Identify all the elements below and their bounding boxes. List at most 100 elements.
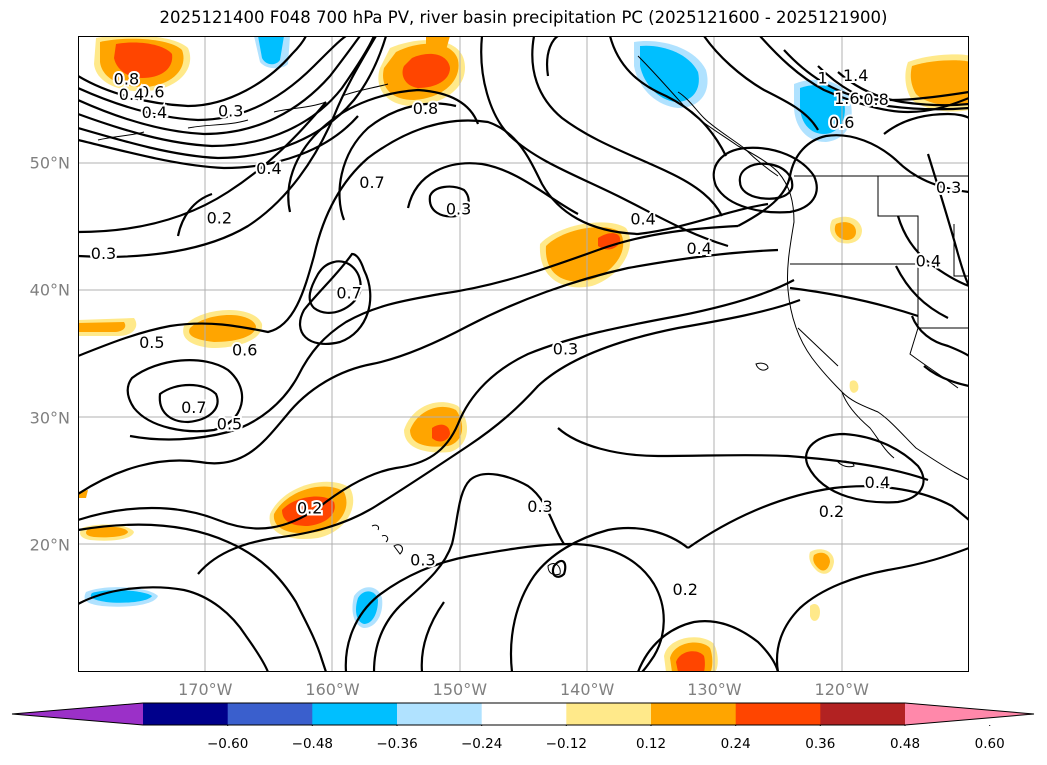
pv-contour xyxy=(712,146,818,214)
pv-contour xyxy=(703,36,819,131)
pv-contour xyxy=(910,315,969,357)
pv-contour xyxy=(775,546,969,672)
precip-blob xyxy=(86,526,128,538)
contour-label: 0.3 xyxy=(410,551,435,570)
contour-label: 0.5 xyxy=(139,333,164,352)
colorbar-cell xyxy=(735,703,821,725)
colorbar-outline xyxy=(11,702,1035,726)
state-border xyxy=(909,327,959,389)
colorbar-tick-label: −0.12 xyxy=(545,736,588,752)
pv-contour xyxy=(531,36,723,217)
colorbar-extend-high xyxy=(905,703,1034,725)
contour-label: 0.2 xyxy=(672,580,697,599)
pv-contour xyxy=(158,384,219,424)
pv-contour xyxy=(883,112,969,135)
lon-label: 140°W xyxy=(559,680,615,699)
colorbar-tick-label: 0.48 xyxy=(889,736,921,752)
colorbar-cell xyxy=(481,703,567,725)
contour-label: 1.6 xyxy=(834,89,859,108)
pv-contour xyxy=(406,162,579,215)
north-america-coast xyxy=(637,55,969,481)
pv-contour xyxy=(923,365,969,388)
pv-contour xyxy=(287,88,480,213)
contour-label: 0.4 xyxy=(256,159,281,178)
contour-label: 0.3 xyxy=(527,497,552,516)
contour-label: 0.3 xyxy=(446,200,471,219)
contour-label: 0.4 xyxy=(119,85,144,104)
precip-blob xyxy=(258,36,284,65)
pv-contour xyxy=(78,119,769,358)
map-gridlines xyxy=(78,36,969,672)
baja-coast xyxy=(841,391,895,459)
map-canvas: 0.80.60.40.4 0.30.40.20.30.80.70.30.40.40… xyxy=(78,36,969,672)
pv-contour xyxy=(338,102,457,221)
colorbar-cell xyxy=(227,703,313,725)
contour-label: 1.4 xyxy=(843,66,868,85)
pv-contour xyxy=(78,36,377,258)
lon-label: 150°W xyxy=(432,680,488,699)
lon-label: 170°W xyxy=(178,680,233,699)
pv-contour xyxy=(895,265,949,319)
precip-blob xyxy=(78,322,126,332)
pv-contour xyxy=(546,36,559,77)
precip-blob xyxy=(813,552,830,571)
colorbar-cell xyxy=(312,703,398,725)
contour-label: 0.4 xyxy=(142,103,167,122)
state-border xyxy=(877,176,919,264)
contour-label: 0.8 xyxy=(863,90,888,109)
colorbar-cell xyxy=(143,703,229,725)
colorbar-tick-label: 0.60 xyxy=(974,736,1005,752)
precip-blob xyxy=(834,222,856,240)
precip-blob xyxy=(426,36,450,53)
contour-label: 0.3 xyxy=(91,244,116,263)
colorbar-tick-label: −0.24 xyxy=(460,736,503,752)
lat-label: 40°N xyxy=(29,280,70,300)
coastlines xyxy=(97,55,969,576)
pv-contour xyxy=(551,559,567,578)
lon-label: 120°W xyxy=(814,680,869,699)
state-border xyxy=(790,263,969,329)
pv-contour xyxy=(428,185,470,218)
contour-label: 0.4 xyxy=(686,239,711,258)
contour-label: 0.7 xyxy=(181,398,206,417)
contour-label: 0.7 xyxy=(359,173,384,192)
pv-contour xyxy=(176,192,213,237)
colorbar-cells xyxy=(11,702,1035,726)
pv-contour xyxy=(78,248,779,495)
lon-label: 130°W xyxy=(687,680,742,699)
contour-label: 0.5 xyxy=(217,415,242,434)
pv-contour xyxy=(78,586,270,672)
precip-blob xyxy=(676,651,705,672)
colorbar xyxy=(11,702,1035,726)
colorbar-tick-label: 0.36 xyxy=(805,736,836,752)
precip-blob xyxy=(640,45,699,102)
colorbar-tick-label: −0.48 xyxy=(291,736,334,752)
pv-contour xyxy=(78,279,795,530)
contour-label: 0.8 xyxy=(413,99,438,118)
pv-contour xyxy=(129,224,739,441)
contour-labels: 0.80.60.40.4 0.30.40.20.30.80.70.30.40.40… xyxy=(89,64,964,601)
contour-label: 0.8 xyxy=(114,70,139,89)
island xyxy=(755,362,769,371)
pv-contour xyxy=(298,252,372,345)
pv-contour xyxy=(738,162,794,200)
colorbar-tick-label: 0.12 xyxy=(635,736,667,752)
contour-label: 1 xyxy=(818,69,828,88)
pv-contour xyxy=(78,36,388,160)
lat-label: 20°N xyxy=(29,535,70,555)
precip-blob xyxy=(432,424,450,442)
aleutian-islands xyxy=(97,83,389,141)
colorbar-tick-label: −0.36 xyxy=(376,736,418,752)
colorbar-cell xyxy=(566,703,652,725)
contour-label: 0.3 xyxy=(553,339,578,358)
pv-contour xyxy=(926,153,969,287)
lat-label: 50°N xyxy=(29,153,70,173)
precip-blob xyxy=(402,53,450,88)
contour-label: 0.3 xyxy=(936,178,961,197)
precip-blob xyxy=(810,604,820,621)
precip-blob xyxy=(189,314,256,342)
contour-label: 0.3 xyxy=(218,102,243,121)
contour-label: 0.4 xyxy=(630,210,655,229)
contour-label: 0.2 xyxy=(207,208,232,227)
pv-contour xyxy=(344,542,665,672)
